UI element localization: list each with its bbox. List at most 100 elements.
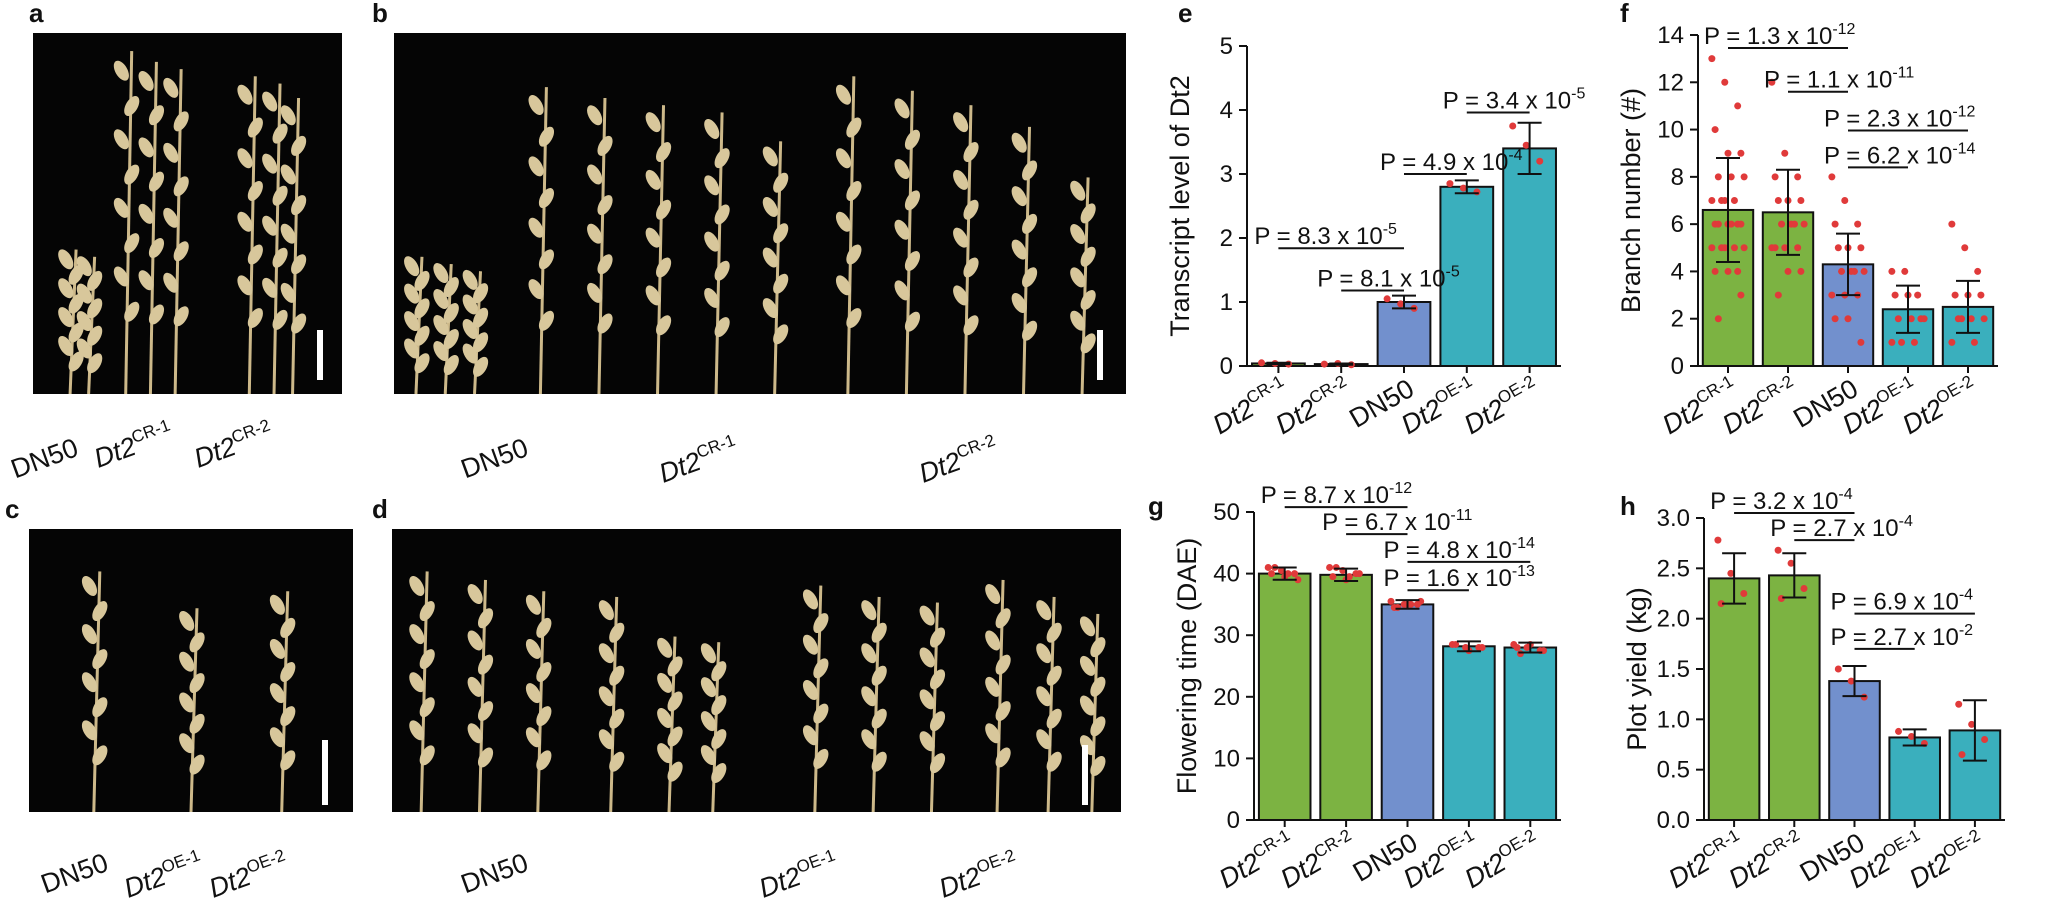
pod	[272, 185, 288, 206]
data-point	[1714, 536, 1722, 544]
label-superscript: CR-2	[1753, 371, 1797, 407]
p-value-text: P = 2.7 x 10	[1831, 624, 1959, 651]
pod	[714, 317, 730, 338]
p-value: P = 4.8 x 10-14	[1384, 535, 1536, 564]
photo	[33, 33, 342, 394]
pod	[272, 247, 288, 268]
pod	[173, 241, 189, 262]
p-value-text: P = 1.3 x 10	[1704, 23, 1832, 50]
pod	[1011, 132, 1027, 153]
pod	[598, 600, 614, 621]
p-value-text: P = 8.7 x 10	[1261, 482, 1389, 509]
pod	[773, 324, 789, 345]
pod	[657, 672, 673, 693]
data-point	[1708, 197, 1716, 204]
pod	[1046, 665, 1062, 686]
label-superscript: CR-1	[1243, 371, 1287, 407]
pod	[163, 272, 179, 293]
pod	[985, 584, 1001, 605]
pod	[443, 355, 459, 375]
pod	[919, 689, 935, 710]
pod	[953, 169, 969, 190]
pod	[68, 322, 84, 343]
data-point	[1774, 291, 1782, 299]
pod	[711, 695, 727, 716]
pod	[280, 164, 296, 185]
label-superscript: OE-1	[1879, 825, 1923, 861]
data-point	[1895, 727, 1903, 735]
pod	[1079, 655, 1096, 676]
pod	[163, 142, 179, 163]
photo	[392, 529, 1121, 812]
category-label: DN50	[457, 847, 532, 899]
p-value: P = 4.9 x 10-4	[1380, 147, 1523, 176]
data-point	[1768, 78, 1776, 86]
label-superscript: CR-2	[229, 416, 273, 447]
error-bar	[1722, 552, 1747, 605]
p-value: P = 2.3 x 10-12	[1824, 104, 1976, 133]
pod	[846, 181, 862, 201]
pod	[700, 677, 716, 698]
pod	[598, 643, 614, 664]
y-tick-label: 10	[1213, 745, 1240, 772]
pod	[963, 142, 979, 163]
error-bar	[1842, 664, 1867, 698]
label-superscript: CR-1	[1693, 371, 1737, 407]
data-point	[1277, 567, 1285, 575]
y-tick-label: 3.0	[1657, 505, 1690, 532]
pod	[656, 315, 672, 336]
p-value: P = 1.1 x 10-11	[1764, 65, 1914, 94]
pod	[894, 280, 910, 301]
data-point	[1857, 244, 1865, 252]
label-superscript: CR-2	[954, 431, 998, 462]
data-point	[1727, 569, 1735, 577]
data-point	[1907, 732, 1915, 740]
category-label: Dt2OE-1	[754, 846, 842, 904]
data-point	[1417, 597, 1425, 605]
pod	[1079, 695, 1096, 716]
pod	[1070, 224, 1086, 245]
data-point	[1831, 315, 1839, 323]
pod	[538, 126, 555, 147]
p-value-text: P = 4.9 x 10	[1380, 149, 1508, 176]
pod	[919, 647, 935, 668]
bar	[1707, 577, 1761, 822]
pod	[1036, 643, 1052, 664]
y-axis-label: Plot yield (kg)	[1622, 587, 1652, 751]
p-value-text: P = 3.4 x 10	[1443, 88, 1571, 115]
data-point	[1860, 267, 1868, 275]
y-tick-label: 10	[1657, 117, 1684, 144]
pod	[1022, 320, 1038, 341]
pod	[871, 665, 887, 686]
data-point	[1948, 220, 1956, 228]
pod	[409, 624, 425, 645]
pod	[81, 672, 98, 693]
data-point	[1781, 149, 1789, 157]
pod	[179, 651, 195, 672]
category-label: Dt2OE-1	[119, 846, 207, 904]
pod	[1011, 186, 1027, 207]
data-point	[1844, 315, 1852, 323]
pod	[189, 754, 205, 775]
pod	[528, 95, 544, 115]
pod	[173, 111, 189, 132]
data-point	[1717, 600, 1725, 608]
pod	[1080, 203, 1096, 224]
pod	[525, 727, 542, 748]
panel-label: f	[1620, 0, 1629, 28]
pod	[667, 726, 683, 747]
data-point	[1730, 244, 1738, 252]
pod	[462, 319, 478, 339]
label-superscript: OE-2	[1495, 825, 1539, 861]
y-tick-label: 0	[1220, 353, 1233, 380]
pod	[714, 260, 730, 281]
p-value-exponent: -5	[1446, 263, 1460, 280]
pod	[247, 117, 263, 138]
pod	[443, 277, 459, 298]
data-point	[1294, 576, 1302, 584]
pod	[929, 627, 946, 648]
y-tick-label: 30	[1213, 622, 1240, 649]
data-point	[1284, 570, 1292, 578]
pod	[894, 219, 910, 240]
pod	[1046, 751, 1062, 772]
